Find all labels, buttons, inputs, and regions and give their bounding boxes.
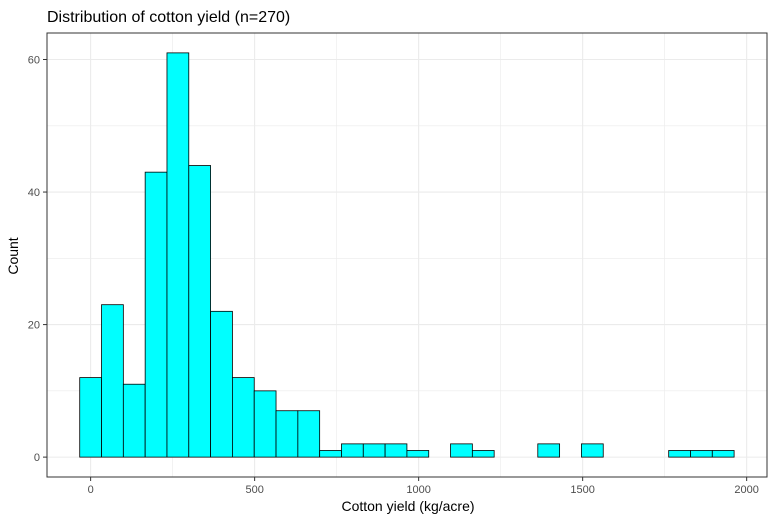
y-tick-label: 0: [34, 452, 40, 464]
y-tick-label: 20: [28, 320, 40, 332]
x-tick-label: 1000: [406, 484, 430, 496]
x-axis-label: Cotton yield (kg/acre): [341, 498, 474, 514]
histogram-bar: [122, 383, 146, 458]
x-tick-label: 1500: [570, 484, 594, 496]
panel-border: [46, 32, 768, 478]
x-axis-ticks: 0 500 1000 1500 2000: [88, 477, 759, 496]
y-axis-label: Count: [5, 237, 21, 274]
histogram-bar: [210, 310, 233, 458]
y-tick-label: 40: [28, 187, 40, 199]
histogram-bar: [581, 443, 604, 458]
histogram-bar: [319, 450, 342, 458]
chart-title: Distribution of cotton yield (n=270): [47, 9, 290, 26]
histogram-bar: [341, 443, 364, 458]
histogram-bar: [406, 450, 430, 458]
histogram-bar: [297, 410, 321, 458]
histogram-bar: [144, 171, 168, 458]
histogram-bar: [275, 410, 299, 458]
x-tick-label: 0: [88, 484, 94, 496]
histogram-bar: [537, 443, 561, 458]
histogram-bar: [79, 377, 102, 458]
histogram-bar: [711, 450, 735, 458]
y-axis-ticks: 0 20 40 60: [28, 55, 47, 464]
histogram-bar: [384, 443, 408, 458]
histogram-bar: [166, 52, 190, 458]
histogram-bar: [253, 390, 277, 458]
histogram-bar: [668, 450, 691, 458]
histogram-bar: [362, 443, 386, 458]
histogram-bars: [79, 52, 735, 458]
y-tick-label: 60: [28, 55, 40, 67]
x-tick-label: 500: [245, 484, 263, 496]
x-tick-label: 2000: [734, 484, 758, 496]
histogram-bar: [471, 450, 495, 458]
histogram-bar: [450, 443, 473, 458]
histogram-bar: [232, 377, 255, 458]
histogram-bar: [188, 165, 211, 458]
histogram-bar: [101, 304, 124, 458]
histogram-bar: [690, 450, 713, 458]
